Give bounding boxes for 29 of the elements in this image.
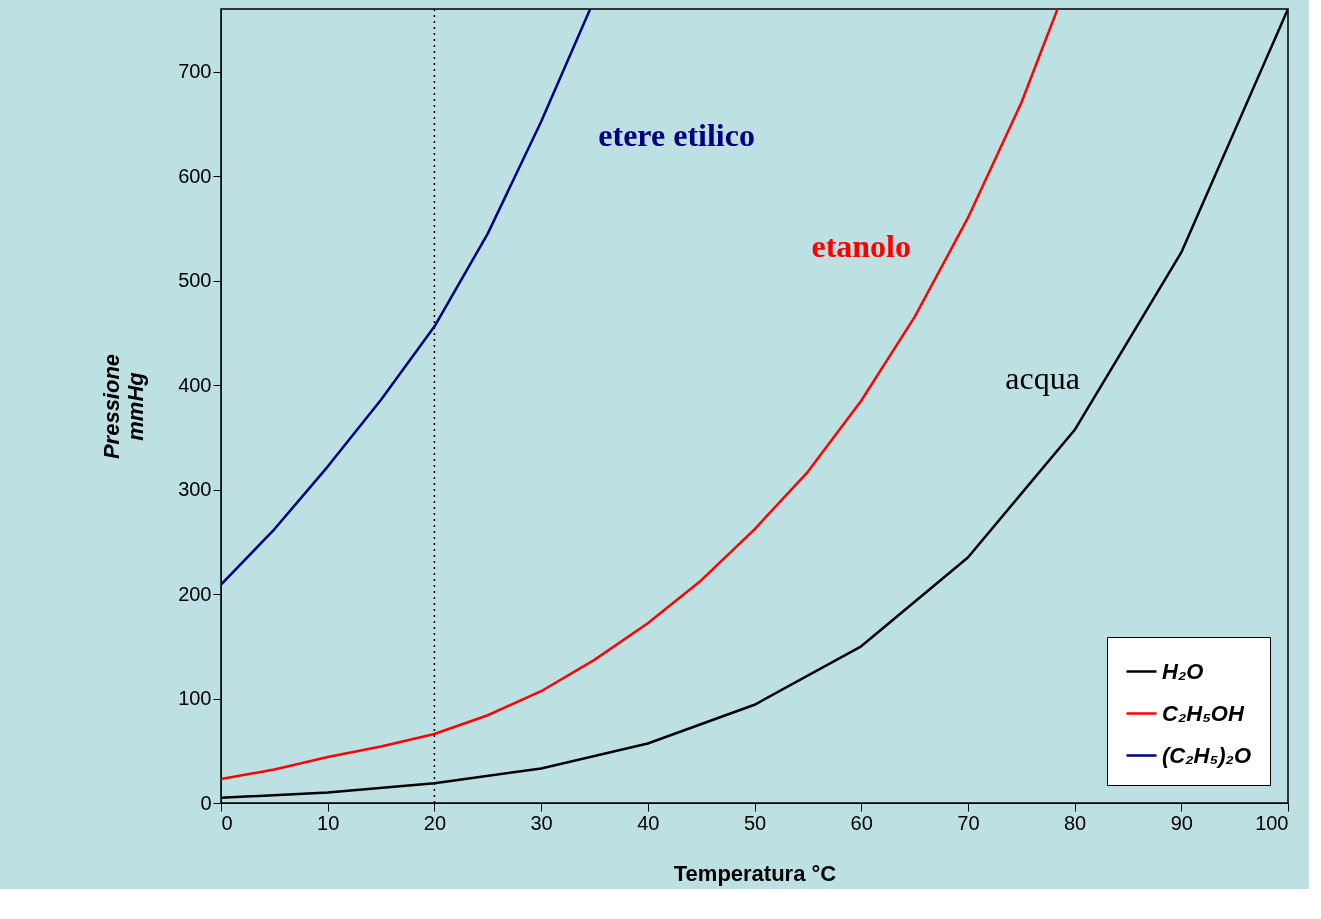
legend-label: H₂O	[1162, 658, 1204, 684]
y-axis-title: Pressione mmHg	[99, 353, 149, 460]
x-tick-label: 70	[957, 811, 980, 834]
x-tick-label: 10	[317, 811, 340, 834]
legend-label: C₂H₅OH	[1162, 700, 1245, 726]
x-tick-label: 60	[850, 811, 873, 834]
y-tick-label: 100	[178, 687, 212, 710]
annotation: etanolo	[811, 228, 911, 265]
line-series	[221, 9, 1288, 800]
y-tick-label: 200	[178, 582, 212, 605]
x-tick-label: 100	[1255, 811, 1289, 834]
x-tick-label: 40	[637, 811, 660, 834]
x-axis-title: Temperatura °C	[673, 860, 837, 886]
x-tick-label: 30	[530, 811, 553, 834]
y-tick-label: 400	[178, 373, 212, 396]
line-series	[221, 9, 592, 586]
y-tick-label: 700	[178, 60, 212, 83]
y-tick-label: 300	[178, 478, 212, 501]
annotation: acqua	[1005, 360, 1080, 396]
x-tick-label: 90	[1170, 811, 1193, 834]
y-tick-label: 600	[178, 164, 212, 187]
x-tick-label: 20	[423, 811, 447, 834]
x-tick-label: 0	[221, 811, 233, 834]
y-tick-label: 500	[178, 269, 212, 292]
annotation: etere etilico	[598, 117, 755, 154]
legend-label: (C₂H₅)₂O	[1162, 742, 1252, 768]
x-tick-label: 50	[743, 811, 767, 834]
y-tick-label: 0	[200, 791, 212, 814]
x-tick-label: 80	[1063, 811, 1087, 834]
